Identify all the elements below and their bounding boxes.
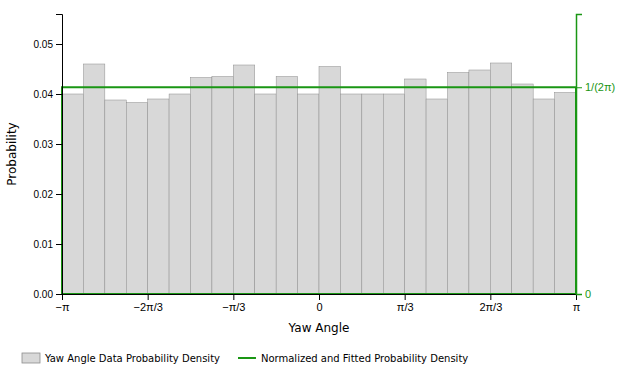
tick: 1/(2π) <box>576 81 615 93</box>
tick-label: −π/3 <box>222 301 245 313</box>
tick-mark <box>56 44 62 45</box>
bar <box>340 94 361 294</box>
tick-mark <box>319 294 320 300</box>
tick-mark <box>576 294 582 295</box>
legend-label: Yaw Angle Data Probability Density <box>44 353 220 364</box>
x-axis-title: Yaw Angle <box>288 321 350 335</box>
tick: 0.01 <box>34 239 62 250</box>
x-axis: −π −2π/3 −π/3 0 π/3 2π/3 π <box>55 294 580 313</box>
bar <box>191 78 212 295</box>
bar <box>426 99 447 294</box>
tick: −π <box>55 294 69 313</box>
tick-label: π <box>573 301 581 313</box>
tick-label: 0.02 <box>34 189 54 200</box>
tick-label: 0.00 <box>34 289 54 300</box>
tick: π <box>573 294 581 313</box>
y-axis: 0.00 0.01 0.02 0.03 0.04 0.05 <box>34 15 63 300</box>
tick-label: 0 <box>585 288 591 300</box>
legend-label: Normalized and Fitted Probability Densit… <box>261 353 468 364</box>
bar <box>126 103 147 295</box>
tick-mark <box>148 294 149 300</box>
tick: π/3 <box>397 294 414 313</box>
chart: −π −2π/3 −π/3 0 π/3 2π/3 π 0.00 0.01 0.02 0.03 0.04… <box>0 0 640 368</box>
tick-mark <box>233 294 234 300</box>
bar <box>490 63 511 294</box>
tick-label: 0.05 <box>34 39 54 50</box>
bar <box>555 93 576 295</box>
bar <box>148 99 169 294</box>
tick-label: 0 <box>316 301 322 313</box>
tick: 0 <box>316 294 322 313</box>
axis-line <box>56 15 63 295</box>
tick: 0 <box>576 288 591 300</box>
bar <box>105 100 126 294</box>
tick-label: −π <box>55 301 69 313</box>
tick-label: 0.03 <box>34 139 54 150</box>
tick-mark <box>56 194 62 195</box>
tick: 0.04 <box>34 89 62 100</box>
bar <box>212 77 233 295</box>
tick-mark <box>576 87 582 88</box>
tick: −π/3 <box>222 294 245 313</box>
tick-mark <box>490 294 491 300</box>
tick: 0.03 <box>34 139 62 150</box>
bar <box>255 94 276 294</box>
legend: Yaw Angle Data Probability Density Normal… <box>22 353 468 364</box>
axis-line <box>63 295 577 301</box>
bar <box>62 94 83 294</box>
bar <box>276 77 297 295</box>
y-axis-title: Probability <box>5 122 19 185</box>
plot-area <box>62 63 576 294</box>
bar <box>533 99 554 294</box>
bar <box>83 64 104 294</box>
line <box>62 87 576 294</box>
bars <box>62 63 576 294</box>
tick-label: π/3 <box>397 301 414 313</box>
tick-mark <box>405 294 406 300</box>
tick: 0.05 <box>34 39 62 50</box>
legend-swatch <box>238 357 256 359</box>
tick-mark <box>56 294 62 295</box>
tick-label: 1/(2π) <box>585 81 615 93</box>
tick: 2π/3 <box>479 294 502 313</box>
bar <box>405 79 426 294</box>
bar <box>362 94 383 294</box>
tick: 0.02 <box>34 189 62 200</box>
tick-label: 0.04 <box>34 89 54 100</box>
bar <box>319 67 340 295</box>
legend-swatch <box>22 353 40 363</box>
tick-mark <box>56 144 62 145</box>
tick: 0.00 <box>34 289 62 300</box>
bar <box>512 84 533 294</box>
tick-mark <box>56 244 62 245</box>
bar <box>169 94 190 294</box>
bar <box>298 94 319 294</box>
bar <box>383 94 404 294</box>
legend-item: Yaw Angle Data Probability Density <box>22 353 220 364</box>
y2-axis: 0 1/(2π) <box>576 15 615 301</box>
tick-label: −2π/3 <box>134 301 163 313</box>
tick-mark <box>56 94 62 95</box>
bar <box>469 70 490 294</box>
tick-label: 0.01 <box>34 239 54 250</box>
bar <box>233 65 254 294</box>
legend-item: Normalized and Fitted Probability Densit… <box>238 353 468 364</box>
tick-label: 2π/3 <box>479 301 502 313</box>
tick: −2π/3 <box>134 294 163 313</box>
axis-line <box>577 15 583 295</box>
bar <box>448 73 469 295</box>
